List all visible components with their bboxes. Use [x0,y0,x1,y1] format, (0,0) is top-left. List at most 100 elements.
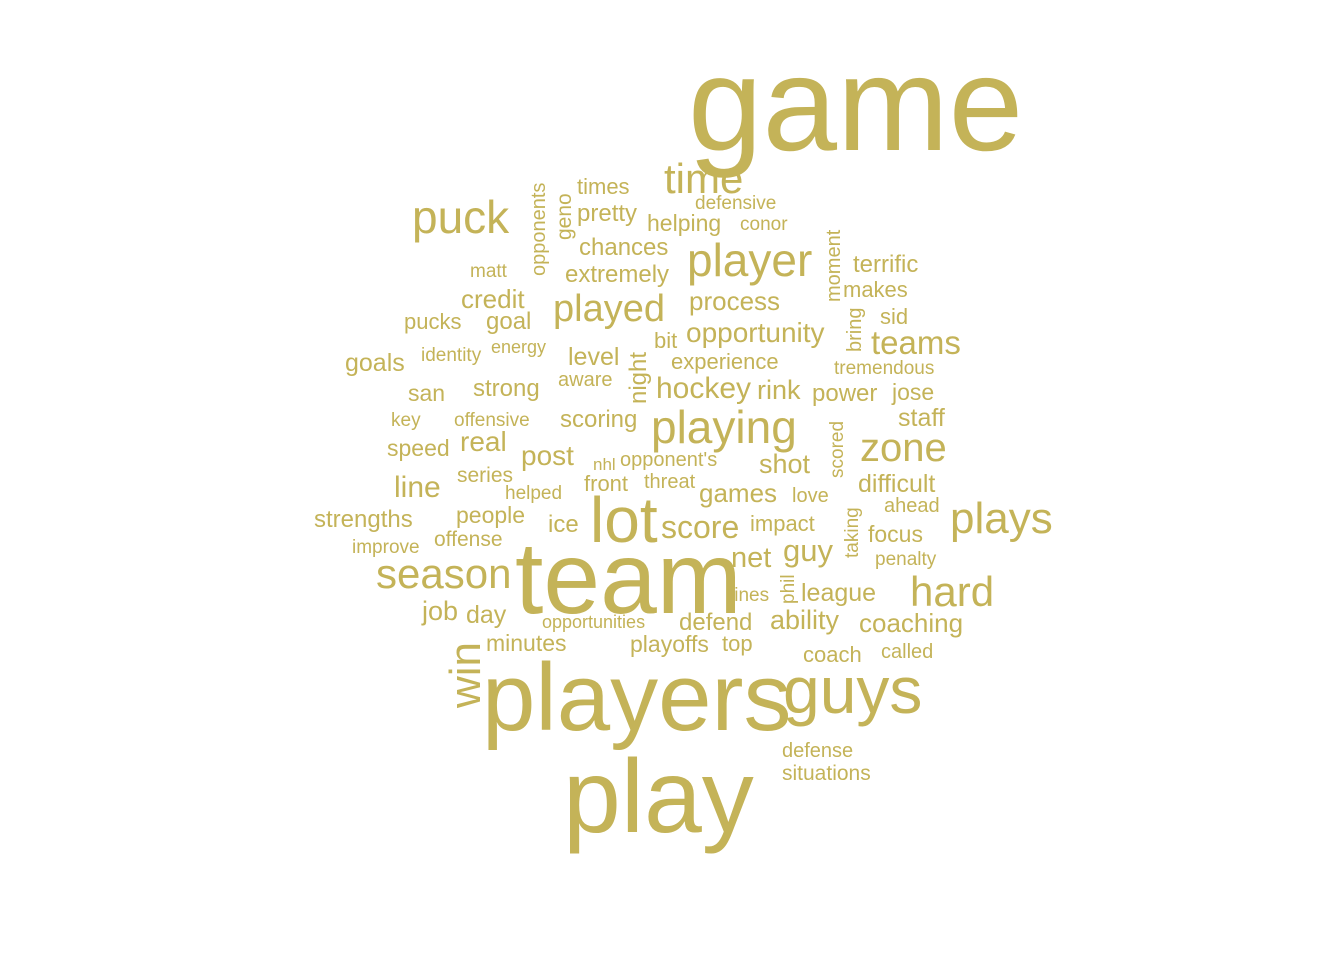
cloud-word: moment [823,229,845,302]
cloud-word: speed [387,435,450,461]
cloud-word: phil [778,574,799,604]
cloud-word: minutes [486,630,567,656]
cloud-word: terrific [853,251,919,278]
cloud-word: offensive [454,410,530,431]
cloud-word: strengths [314,506,413,533]
cloud-word: offense [434,528,503,551]
cloud-word: sid [880,304,909,329]
cloud-word: aware [558,369,613,391]
cloud-word: opportunity [686,317,825,348]
cloud-word: level [568,343,620,371]
cloud-word: nhl [593,455,616,474]
cloud-word: season [376,550,512,597]
cloud-word: coaching [859,608,964,638]
cloud-word: puck [412,191,510,243]
cloud-word: helping [647,210,722,236]
cloud-word: improve [352,537,420,558]
cloud-word: guys [783,653,923,727]
cloud-word: front [584,471,629,496]
cloud-word: jose [892,379,935,405]
cloud-word: plays [950,494,1053,543]
cloud-word: opponent's [620,449,718,471]
cloud-word: zone [860,426,947,470]
cloud-word: staff [898,404,945,432]
cloud-word: ability [770,605,840,635]
cloud-word: scoring [560,406,638,433]
cloud-word: chances [579,234,669,261]
cloud-word: bit [654,328,678,353]
cloud-word: play [563,739,754,855]
cloud-word: scored [827,420,848,478]
cloud-word: focus [868,521,923,547]
cloud-word: team [515,521,742,635]
cloud-word: guy [783,533,833,568]
cloud-word: strong [473,375,540,402]
cloud-word: score [661,509,740,545]
cloud-word: day [466,601,507,629]
cloud-word: san [408,380,446,406]
cloud-word: called [881,641,934,663]
cloud-word: conor [740,214,788,235]
cloud-word: people [456,502,526,528]
cloud-word: playing [651,401,797,453]
cloud-word: win [441,641,490,708]
cloud-word: ice [548,511,579,538]
cloud-word: hard [910,568,995,615]
cloud-word: line [394,471,441,504]
cloud-word: real [460,426,507,457]
cloud-word: pretty [577,200,638,227]
cloud-word: helped [505,483,563,504]
cloud-word: bring [844,307,866,352]
cloud-word: hockey [656,372,752,405]
cloud-word: geno [553,193,576,240]
cloud-word: energy [491,337,547,357]
cloud-word: power [812,380,878,407]
cloud-word: series [457,464,514,487]
cloud-word: defense [782,740,854,762]
cloud-word: tremendous [834,358,935,379]
cloud-word: game [688,30,1024,179]
cloud-word: teams [871,324,961,361]
cloud-word: identity [421,345,482,366]
cloud-word: rink [757,375,801,405]
cloud-word: played [553,288,665,330]
cloud-word: defend [679,609,753,636]
cloud-word: love [792,485,829,507]
cloud-word: opponents [528,182,550,276]
cloud-word: extremely [565,261,670,288]
cloud-word: matt [470,261,507,282]
cloud-word: ahead [884,495,940,517]
cloud-word: opportunities [542,612,646,632]
cloud-word: difficult [858,470,936,498]
cloud-word: time [664,155,744,202]
cloud-word: lines [730,585,770,606]
cloud-word: playoffs [630,631,709,657]
cloud-word: impact [750,511,815,536]
cloud-word: shot [759,449,811,479]
cloud-word: league [801,579,877,607]
cloud-word: goals [345,349,405,377]
cloud-word: lot [590,484,658,556]
cloud-word: times [577,174,630,199]
cloud-word: key [391,410,421,431]
cloud-word: penalty [875,549,937,570]
cloud-word: situations [782,762,871,785]
cloud-word: credit [461,284,525,314]
cloud-word: coach [803,642,862,667]
cloud-word: job [422,596,459,626]
cloud-word: process [689,286,781,316]
cloud-word: goal [486,308,532,335]
cloud-word: player [687,234,813,286]
cloud-word: experience [671,349,779,374]
cloud-word: night [625,351,652,404]
cloud-word: post [521,440,574,471]
cloud-word: games [699,478,778,508]
cloud-word: makes [843,277,908,302]
cloud-word: pucks [404,309,462,334]
cloud-word: defensive [695,193,777,214]
cloud-word: taking [842,507,863,558]
cloud-word: players [482,644,792,751]
cloud-word: net [731,542,772,574]
cloud-word: threat [644,471,696,493]
